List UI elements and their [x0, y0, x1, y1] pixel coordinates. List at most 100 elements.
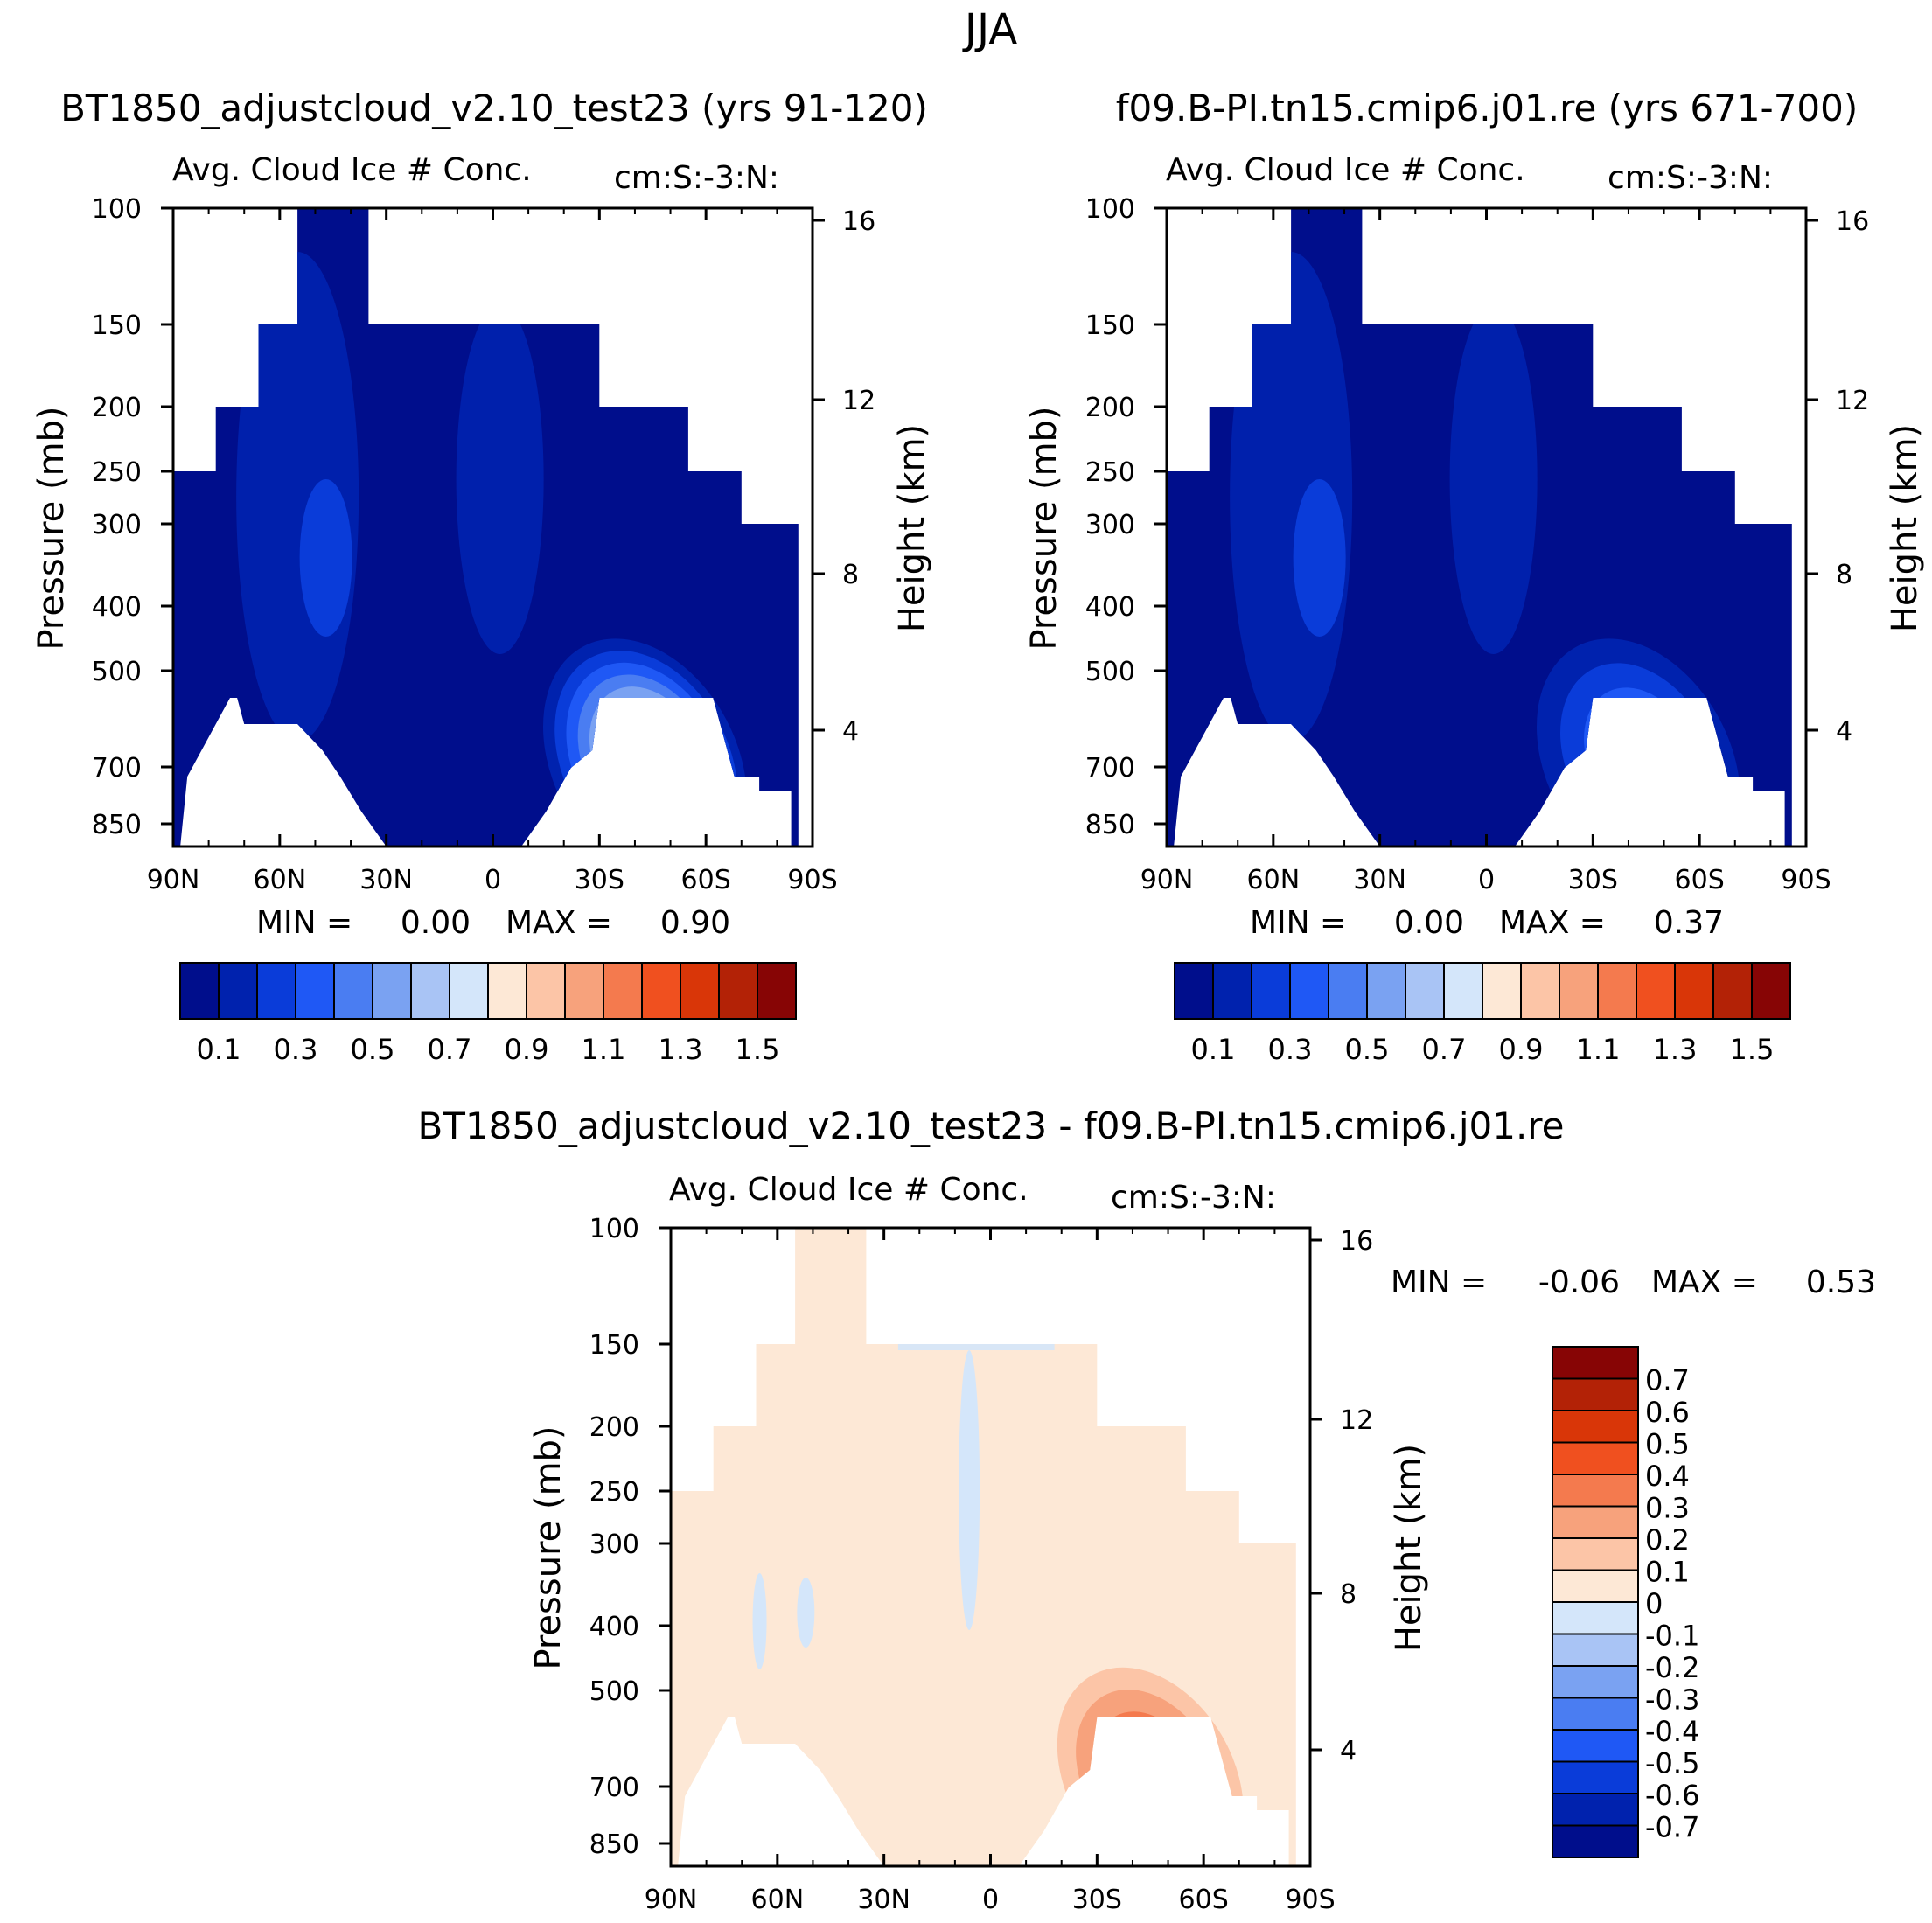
- x-tick-label: 60N: [1247, 865, 1301, 895]
- colorbar-swatch: [526, 962, 566, 1020]
- colorbar-swatch: [1552, 1346, 1639, 1380]
- x-tick-label: 60S: [1675, 865, 1725, 895]
- colorbar-swatch: [1597, 962, 1637, 1020]
- colorbar-swatch: [1366, 962, 1406, 1020]
- colorbar-label: 1.5: [1730, 1033, 1775, 1066]
- y-tick-label: 250: [92, 457, 142, 488]
- y-tick-label: 700: [92, 753, 142, 784]
- x-tick-label: 30N: [857, 1885, 910, 1915]
- colorbar-swatch: [1251, 962, 1291, 1020]
- y-right-tick-label: 4: [1340, 1736, 1357, 1766]
- y-right-tick-label: 16: [842, 206, 875, 237]
- y-tick-label: 200: [589, 1412, 639, 1443]
- colorbar-swatch: [757, 962, 797, 1020]
- panel-3-min-label: MIN =: [1391, 1265, 1487, 1300]
- y-tick-label: 250: [1085, 457, 1135, 488]
- colorbar-swatch: [1212, 962, 1252, 1020]
- y-right-tick-label: 16: [1836, 206, 1869, 237]
- colorbar-label: 0.6: [1645, 1396, 1690, 1429]
- y-tick-label: 200: [92, 393, 142, 423]
- panel-1-ylabel: Pressure (mb): [31, 406, 72, 650]
- y-right-tick-label: 8: [842, 560, 859, 590]
- colorbar-swatch: [680, 962, 720, 1020]
- x-tick-label: 0: [485, 865, 501, 895]
- x-tick-label: 90N: [147, 865, 200, 895]
- x-tick-label: 90N: [1140, 865, 1194, 895]
- panel-2-colorbar: 0.1 0.3 0.5 0.7 0.9 1.1 1.3 1.5: [1174, 962, 1791, 1066]
- y-right-tick-label: 12: [842, 386, 875, 416]
- x-tick-label: 0: [1478, 865, 1495, 895]
- panel-2-min-label: MIN =: [1250, 905, 1346, 941]
- panel-2-plot: 90N 60N 30N 0 30S 60S 90S 100 150 200 250 300 400 500…: [1085, 194, 1869, 895]
- colorbar-swatch: [333, 962, 373, 1020]
- colorbar-label: 0.1: [197, 1033, 241, 1066]
- x-tick-label: 30S: [1072, 1885, 1122, 1915]
- y-tick-label: 400: [589, 1612, 639, 1642]
- colorbar-label: 0.3: [1645, 1492, 1690, 1525]
- y-right-tick-label: 8: [1340, 1579, 1357, 1610]
- colorbar-swatch: [641, 962, 681, 1020]
- panel-1-subtitle-left: Avg. Cloud Ice # Conc.: [172, 152, 532, 188]
- y-right-tick-label: 16: [1340, 1226, 1373, 1257]
- panel-2-ylabel: Pressure (mb): [1024, 406, 1064, 650]
- colorbar-label: -0.2: [1645, 1651, 1699, 1684]
- y-tick-label: 500: [92, 657, 142, 687]
- colorbar-swatch: [1289, 962, 1329, 1020]
- panel-3-plot: 90N 60N 30N 0 30S 60S 90S 100 150 200 250 300 400 500…: [589, 1214, 1373, 1915]
- panel-2-min-value: 0.00: [1394, 905, 1464, 941]
- y-tick-label: 500: [1085, 657, 1135, 687]
- colorbar-label: 0.7: [428, 1033, 472, 1066]
- y-tick-label: 850: [92, 810, 142, 840]
- colorbar-swatch: [1712, 962, 1753, 1020]
- colorbar-label: 1.5: [736, 1033, 780, 1066]
- colorbar-swatch: [179, 962, 220, 1020]
- colorbar-label: -0.6: [1645, 1779, 1699, 1812]
- colorbar-label: 0.9: [505, 1033, 549, 1066]
- x-tick-label: 90S: [1285, 1885, 1335, 1915]
- y-right-tick-label: 12: [1836, 386, 1869, 416]
- panel-1-min-value: 0.00: [401, 905, 471, 941]
- panel-1-max-label: MAX =: [506, 905, 612, 941]
- x-tick-label: 30N: [1353, 865, 1406, 895]
- colorbar-label: 0.4: [1645, 1460, 1690, 1493]
- panel-3-ylabel-right: Height (km): [1389, 1444, 1429, 1652]
- colorbar-swatch: [1552, 1729, 1639, 1763]
- panel-2-max-value: 0.37: [1654, 905, 1724, 941]
- y-tick-label: 100: [92, 194, 142, 225]
- colorbar-swatch: [1174, 962, 1214, 1020]
- colorbar-label: 0.5: [1345, 1033, 1390, 1066]
- panel-3-subtitle-left: Avg. Cloud Ice # Conc.: [669, 1172, 1029, 1208]
- colorbar-label: 0.7: [1422, 1033, 1467, 1066]
- colorbar-label: 0.3: [1268, 1033, 1313, 1066]
- x-tick-label: 60N: [254, 865, 307, 895]
- colorbar-swatch: [1636, 962, 1676, 1020]
- panel-1: BT1850_adjustcloud_v2.10_test23 (yrs 91-…: [31, 87, 932, 1066]
- panel-1-title: BT1850_adjustcloud_v2.10_test23 (yrs 91-…: [60, 87, 928, 129]
- colorbar-label: -0.5: [1645, 1747, 1699, 1780]
- colorbar-swatch: [1552, 1601, 1639, 1635]
- colorbar-label: 0.3: [274, 1033, 318, 1066]
- colorbar-swatch: [1552, 1697, 1639, 1731]
- colorbar-swatch: [1552, 1410, 1639, 1444]
- colorbar-swatch: [1751, 962, 1791, 1020]
- colorbar-swatch: [1552, 1665, 1639, 1699]
- colorbar-swatch: [1559, 962, 1599, 1020]
- y-tick-label: 100: [589, 1214, 639, 1244]
- colorbar-swatch: [1674, 962, 1714, 1020]
- colorbar-swatch: [1552, 1793, 1639, 1827]
- y-tick-label: 700: [1085, 753, 1135, 784]
- panel-1-colorbar: 0.1 0.3 0.5 0.7 0.9 1.1 1.3 1.5: [179, 962, 797, 1066]
- colorbar-swatch: [1328, 962, 1368, 1020]
- colorbar-swatch: [1552, 1760, 1639, 1794]
- panel-2: f09.B-PI.tn15.cmip6.j01.re (yrs 671-700)…: [1024, 87, 1925, 1066]
- colorbar-label: 0.9: [1499, 1033, 1544, 1066]
- x-tick-label: 30S: [575, 865, 624, 895]
- colorbar-swatch: [410, 962, 450, 1020]
- x-tick-label: 60S: [681, 865, 731, 895]
- panel-1-subtitle-right: cm:S:-3:N:: [614, 160, 779, 196]
- colorbar-label: 1.1: [582, 1033, 626, 1066]
- panel-3-subtitle-right: cm:S:-3:N:: [1111, 1180, 1276, 1216]
- colorbar-swatch: [1552, 1377, 1639, 1411]
- x-tick-label: 90N: [645, 1885, 698, 1915]
